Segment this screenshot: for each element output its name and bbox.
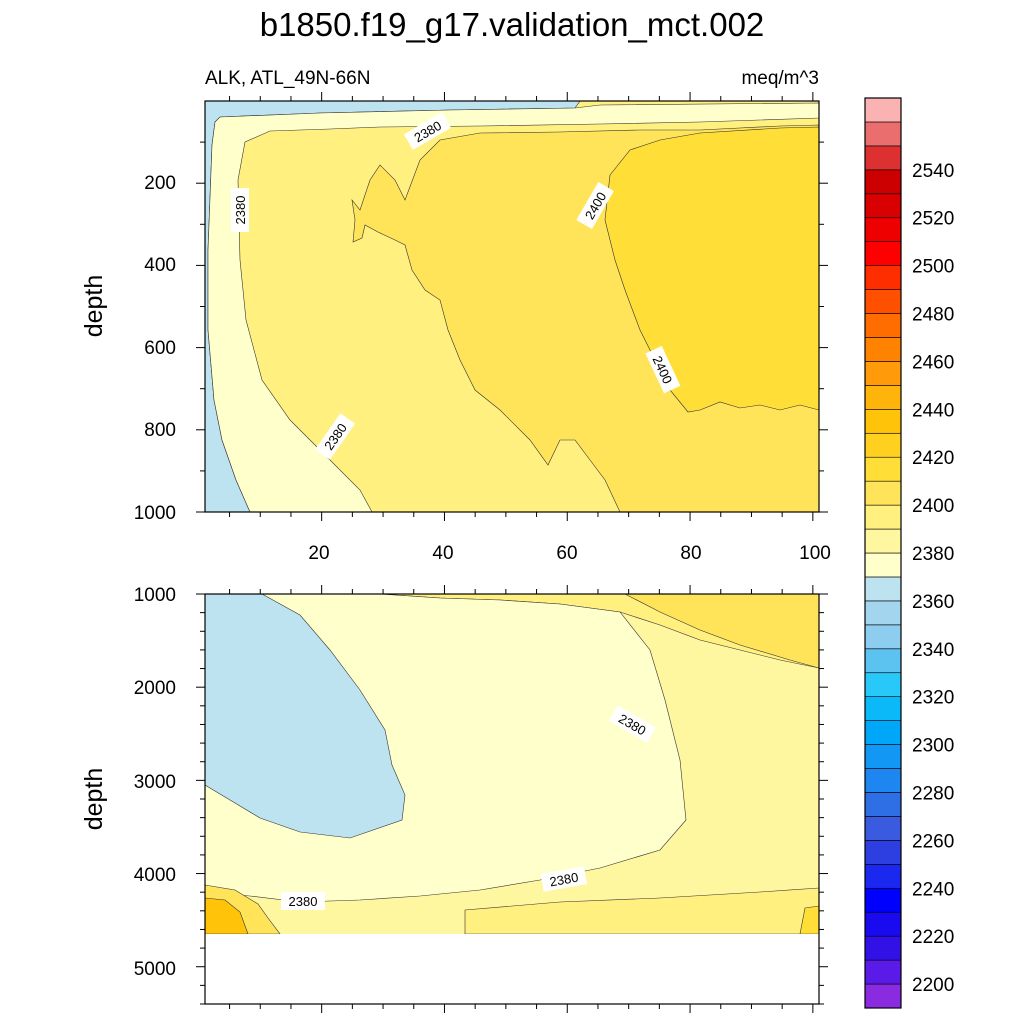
colorbar-swatch <box>864 624 902 650</box>
svg-text:2380: 2380 <box>289 894 318 909</box>
upper-ytick-label: 200 <box>144 173 176 194</box>
colorbar-tick-label: 2520 <box>912 209 954 230</box>
colorbar-swatch <box>864 409 902 434</box>
upper-panel: 2380 2380 2380 2400 2400 <box>196 92 828 521</box>
upper-ytick-label: 400 <box>144 255 176 276</box>
lower-contour-label-3: 2380 <box>281 892 325 910</box>
colorbar-swatch <box>864 911 902 937</box>
svg-text:2380: 2380 <box>233 196 248 225</box>
colorbar-swatch <box>864 289 902 314</box>
colorbar-swatch <box>864 265 902 290</box>
colorbar-tick-label: 2320 <box>912 688 954 709</box>
colorbar-swatch <box>864 600 902 626</box>
colorbar-tick-label: 2240 <box>912 879 954 900</box>
colorbar-tick-label: 2400 <box>912 496 954 517</box>
xtick-label: 40 <box>432 543 453 564</box>
colorbar-swatch <box>864 385 902 410</box>
lower-nodata <box>205 934 819 1004</box>
colorbar-swatch <box>864 720 902 745</box>
colorbar-swatch <box>864 887 902 913</box>
colorbar-tick-label: 2200 <box>912 975 954 996</box>
colorbar-swatch <box>864 528 902 554</box>
variable-label: ALK, ATL_49N-66N <box>205 68 370 89</box>
upper-fill-2400 <box>604 126 819 413</box>
lower-ytick-label: 5000 <box>134 959 176 980</box>
colorbar-swatch <box>864 935 902 961</box>
colorbar-tick-label: 2480 <box>912 305 954 326</box>
colorbar-swatch <box>864 983 902 1009</box>
lower-fill-2400-corner <box>799 905 819 935</box>
colorbar-swatch <box>864 840 902 865</box>
colorbar-tick-label: 2420 <box>912 448 954 469</box>
colorbar-frame <box>864 97 902 1009</box>
colorbar-swatch <box>864 313 902 338</box>
colorbar-swatch <box>864 672 902 697</box>
colorbar-swatch <box>864 145 902 171</box>
colorbar-swatch <box>864 361 902 386</box>
colorbar-swatch <box>864 121 902 147</box>
colorbar-swatch <box>864 768 902 793</box>
lower-ticks <box>196 585 828 1013</box>
upper-ytick-label: 800 <box>144 420 176 441</box>
colorbar-tick-label: 2440 <box>912 400 954 421</box>
colorbar-tick-label: 2500 <box>912 257 954 278</box>
xtick-label: 80 <box>680 543 701 564</box>
lower-fill-2400 <box>624 594 819 669</box>
colorbar-tick-label: 2220 <box>912 927 954 948</box>
upper-fill-2370 <box>207 102 819 512</box>
lower-ytick-label: 4000 <box>134 865 176 886</box>
lower-ytick-label: 1000 <box>134 585 176 606</box>
xtick-label: 20 <box>308 543 329 564</box>
colorbar-tick-label: 2260 <box>912 831 954 852</box>
colorbar-swatch <box>864 169 902 195</box>
units-label: meq/m^3 <box>741 68 819 89</box>
colorbar-swatch <box>864 480 902 506</box>
upper-ytick-label: 1000 <box>134 503 176 524</box>
colorbar-tick-label: 2460 <box>912 352 954 373</box>
lower-contour-label-2: 2380 <box>540 866 588 892</box>
svg-text:2380: 2380 <box>548 870 579 890</box>
xtick-label: 100 <box>799 543 831 564</box>
lower-ytick-label: 3000 <box>134 772 176 793</box>
colorbar-swatch <box>864 217 902 242</box>
upper-contour-label-2: 2380 <box>231 188 249 232</box>
colorbar-swatch <box>864 864 902 889</box>
colorbar-swatch <box>864 432 902 458</box>
lower-fill-2360 <box>205 594 406 839</box>
colorbar-swatch <box>864 504 902 530</box>
colorbar-swatch <box>864 97 902 123</box>
colorbar-swatch <box>864 241 902 266</box>
colorbar-swatch <box>864 744 902 769</box>
colorbar-labels: 2200 2220 2240 2260 2280 2300 2320 2340 2360 2380… <box>912 161 954 996</box>
lower-panel: 2380 2380 2380 <box>196 585 828 1013</box>
colorbar-swatch <box>864 456 902 482</box>
colorbar-tick-label: 2300 <box>912 736 954 757</box>
lower-fill-2420-bottom <box>205 897 249 935</box>
colorbar-swatch <box>864 648 902 674</box>
upper-ylabel: depth <box>80 275 108 338</box>
chart-title: b1850.f19_g17.validation_mct.002 <box>260 6 765 43</box>
colorbar-tick-label: 2280 <box>912 783 954 804</box>
colorbar-swatch <box>864 337 902 362</box>
colorbar-swatch <box>864 816 902 841</box>
lower-ytick-label: 2000 <box>134 678 176 699</box>
colorbar-tick-label: 2340 <box>912 640 954 661</box>
upper-ytick-label: 600 <box>144 338 176 359</box>
colorbar-swatch <box>864 193 902 219</box>
colorbar-swatch <box>864 696 902 721</box>
upper-ticks <box>196 92 828 521</box>
colorbar-swatch <box>864 959 902 985</box>
upper-contour-label-5: 2400 <box>645 345 681 394</box>
colorbar-swatch <box>864 576 902 602</box>
lower-ylabel: depth <box>80 768 108 831</box>
xtick-label: 60 <box>556 543 577 564</box>
colorbar-swatch <box>864 792 902 817</box>
colorbar <box>864 97 902 1009</box>
colorbar-swatch <box>864 552 902 578</box>
colorbar-tick-label: 2360 <box>912 592 954 613</box>
colorbar-tick-label: 2540 <box>912 161 954 182</box>
colorbar-tick-label: 2380 <box>912 544 954 565</box>
